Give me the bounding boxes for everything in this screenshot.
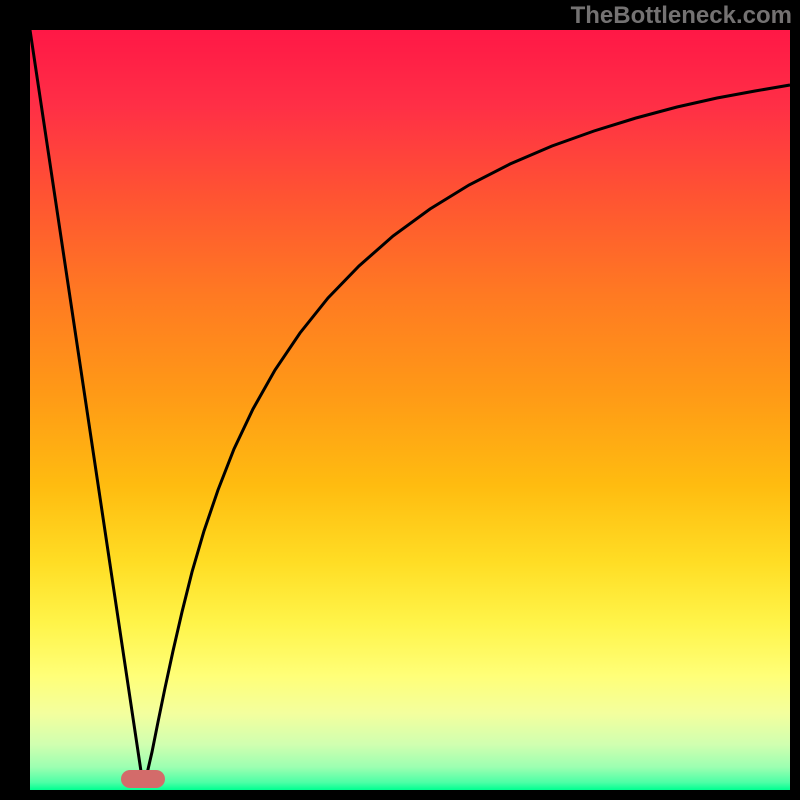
watermark: TheBottleneck.com [571,2,792,30]
curve-layer [0,0,800,800]
chart-container: TheBottleneck.com [0,0,800,800]
left-curve [30,30,142,778]
plot-area [30,30,790,790]
right-curve [146,85,790,778]
minimum-marker [121,770,165,788]
